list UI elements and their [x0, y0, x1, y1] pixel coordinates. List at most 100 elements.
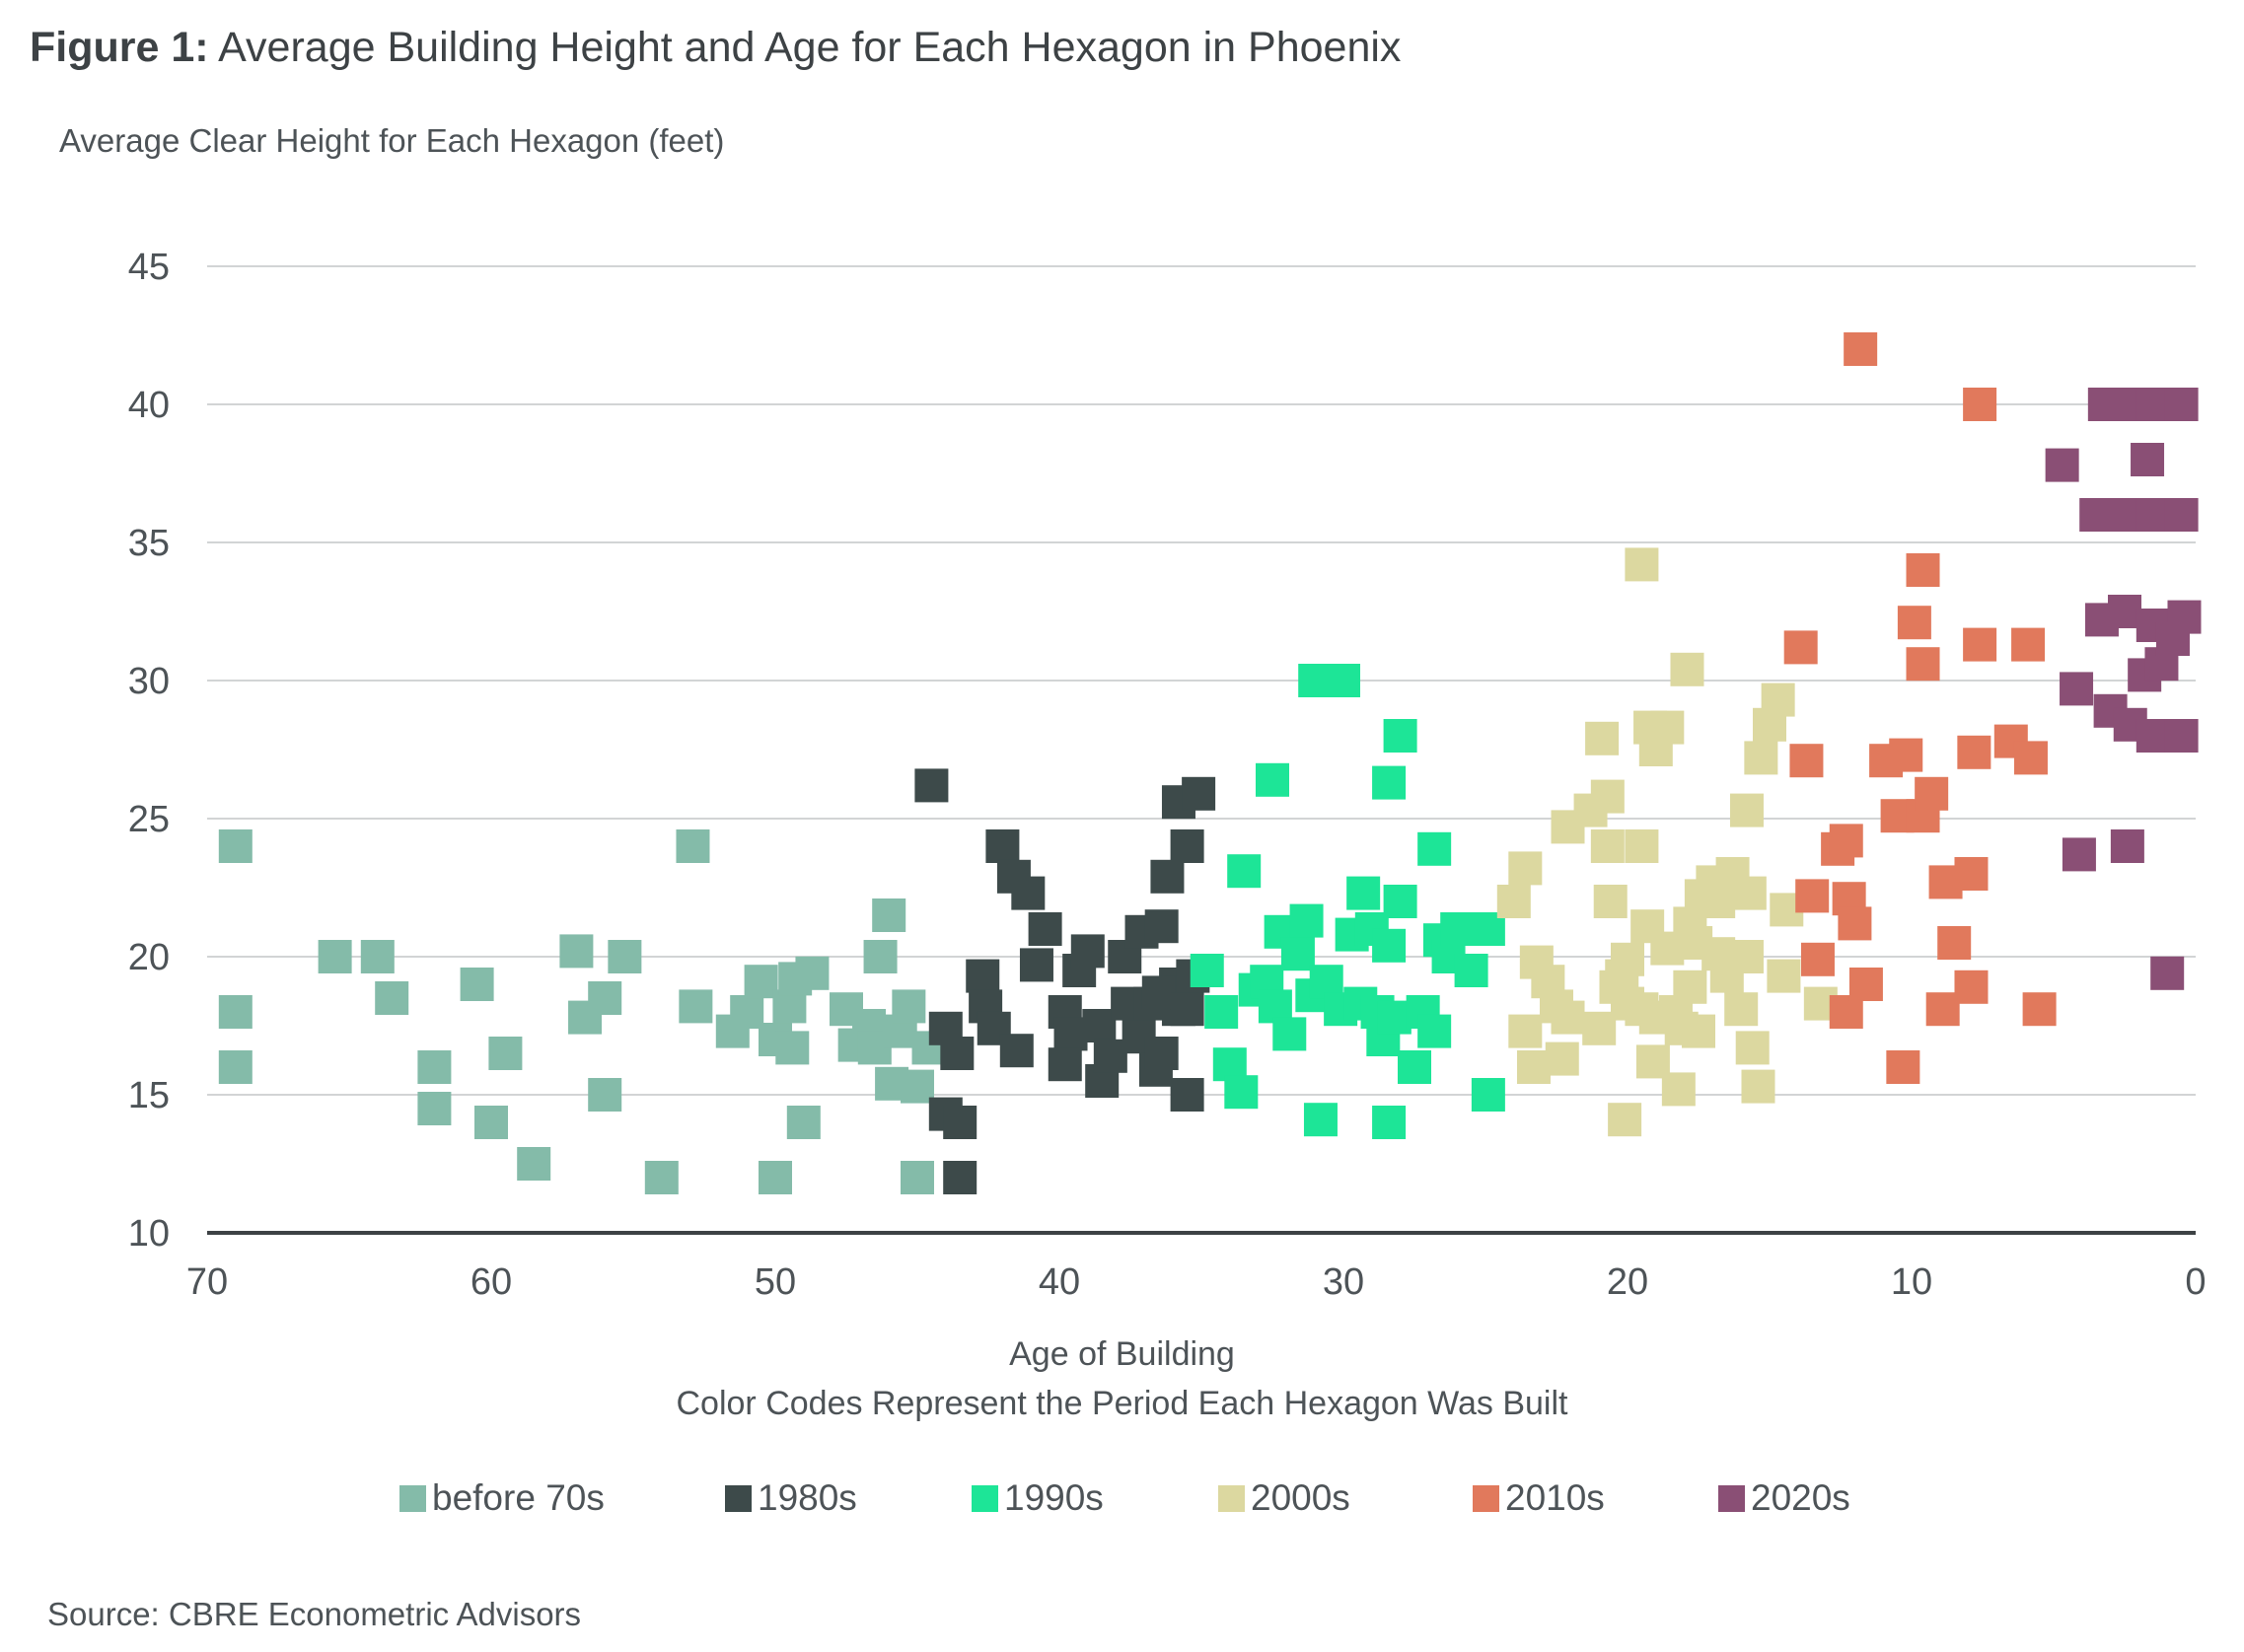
legend-item: 1980s: [725, 1477, 857, 1519]
source-note: Source: CBRE Econometric Advisors: [47, 1596, 582, 1632]
data-point: [1886, 1050, 1920, 1084]
legend-swatch: [399, 1484, 426, 1512]
data-point: [2108, 498, 2141, 532]
data-point: [1508, 1014, 1543, 1048]
data-point: [1289, 903, 1324, 938]
x-tick-label: 10: [1891, 1261, 1932, 1303]
data-point: [1346, 876, 1381, 910]
y-tick-label: 45: [128, 247, 170, 288]
data-point: [1204, 995, 1239, 1029]
data-point: [1625, 829, 1659, 863]
data-point: [2108, 595, 2141, 628]
data-point: [1735, 1031, 1770, 1065]
data-point: [1844, 332, 1878, 366]
data-point: [1729, 940, 1764, 973]
data-point: [1280, 937, 1315, 971]
data-point: [1954, 970, 1989, 1004]
chart-title: Figure 1: Average Building Height and Ag…: [30, 24, 1401, 72]
data-point: [1144, 909, 1179, 944]
legend-item: 2020s: [1718, 1477, 1850, 1519]
data-point: [1150, 859, 1185, 894]
data-point: [1082, 1009, 1117, 1042]
data-point: [1670, 652, 1704, 686]
data-point: [1585, 721, 1620, 755]
data-point: [1256, 762, 1289, 797]
data-point: [1053, 1017, 1088, 1051]
legend-label: 2010s: [1505, 1477, 1605, 1518]
x-tick-label: 30: [1323, 1261, 1364, 1303]
data-point: [608, 940, 642, 973]
data-point: [588, 1078, 622, 1112]
data-point: [1611, 942, 1644, 976]
data-point: [1383, 719, 1417, 753]
data-point: [1724, 992, 1759, 1027]
data-point: [1915, 776, 1949, 811]
data-point: [2062, 837, 2096, 872]
data-point: [644, 1161, 679, 1194]
data-point: [1019, 948, 1053, 982]
legend-swatch: [1218, 1484, 1245, 1512]
data-point: [1783, 630, 1818, 665]
data-point: [985, 829, 1020, 863]
data-point: [1048, 1047, 1082, 1082]
data-point: [1954, 857, 1989, 891]
data-point: [1141, 975, 1176, 1010]
data-point: [1661, 1072, 1696, 1107]
data-point: [1906, 647, 1940, 682]
data-point: [2110, 829, 2144, 863]
legend-label: 2020s: [1751, 1477, 1850, 1518]
legend: before 70s 1980s 1990s 2000s 2010s 2020s: [0, 1477, 2244, 1527]
data-point: [318, 940, 352, 973]
y-tick-label: 35: [128, 523, 170, 564]
data-point: [1303, 1103, 1338, 1137]
data-point: [1272, 1017, 1307, 1051]
data-point: [488, 1037, 523, 1070]
chart-subtitle: Color Codes Represent the Period Each He…: [676, 1385, 1568, 1422]
series-before-70s: [218, 829, 946, 1194]
x-axis-label: Age of Building: [1009, 1335, 1235, 1373]
legend-swatch: [725, 1484, 752, 1512]
data-point: [2045, 448, 2079, 482]
data-point: [795, 956, 830, 990]
x-tick-label: 50: [755, 1261, 796, 1303]
data-point: [1298, 664, 1333, 697]
x-tick-label: 0: [2185, 1261, 2206, 1303]
data-point: [1800, 942, 1835, 976]
data-point: [2155, 622, 2190, 656]
data-point: [730, 995, 764, 1029]
data-point: [1590, 779, 1625, 814]
data-point: [1496, 885, 1531, 918]
data-point: [2011, 627, 2046, 662]
data-point: [1417, 1014, 1452, 1048]
data-point: [901, 1069, 934, 1104]
data-point: [1608, 1103, 1642, 1137]
data-point: [2164, 388, 2199, 421]
data-point: [2135, 498, 2170, 532]
data-point: [417, 1050, 452, 1084]
data-point: [1741, 1069, 1775, 1104]
data-point: [1398, 1050, 1431, 1084]
data-point: [1761, 682, 1795, 717]
data-point: [1190, 954, 1224, 987]
y-axis-label: Average Clear Height for Each Hexagon (f…: [59, 122, 725, 159]
data-point: [2135, 719, 2170, 753]
data-point: [1516, 1050, 1551, 1084]
data-point: [1767, 959, 1801, 993]
data-point: [2060, 672, 2094, 706]
data-point: [943, 1161, 977, 1194]
data-point: [1454, 954, 1488, 987]
data-point: [1224, 1075, 1259, 1110]
series-1980s: [914, 768, 1216, 1194]
data-point: [417, 1092, 452, 1125]
legend-label: 2000s: [1251, 1477, 1350, 1518]
data-point: [588, 981, 622, 1015]
legend-swatch: [1473, 1484, 1499, 1512]
data-point: [901, 1161, 934, 1194]
data-point: [2164, 719, 2199, 753]
data-point: [1963, 627, 1997, 662]
x-tick-label: 20: [1607, 1261, 1648, 1303]
data-point: [1372, 928, 1407, 963]
data-point: [2013, 741, 2048, 775]
data-point: [2108, 388, 2141, 421]
data-point: [914, 768, 949, 803]
